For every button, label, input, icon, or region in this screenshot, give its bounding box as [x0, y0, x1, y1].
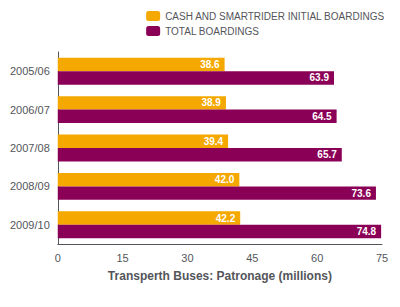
- svg-text:42.2: 42.2: [216, 213, 236, 224]
- svg-text:39.4: 39.4: [204, 136, 224, 147]
- svg-text:42.0: 42.0: [215, 174, 235, 185]
- svg-text:Transperth Buses: Patronage (m: Transperth Buses: Patronage (millions): [108, 269, 332, 283]
- svg-text:74.8: 74.8: [357, 226, 377, 237]
- svg-text:65.7: 65.7: [317, 149, 337, 160]
- svg-text:TOTAL BOARDINGS: TOTAL BOARDINGS: [165, 26, 259, 37]
- svg-text:73.6: 73.6: [351, 188, 371, 199]
- svg-text:15: 15: [116, 252, 128, 264]
- svg-text:2005/06: 2005/06: [10, 65, 50, 77]
- svg-text:75: 75: [376, 252, 388, 264]
- svg-text:2006/07: 2006/07: [10, 104, 50, 116]
- svg-text:0: 0: [55, 252, 61, 264]
- svg-text:2009/10: 2009/10: [10, 219, 50, 231]
- svg-text:38.6: 38.6: [200, 59, 220, 70]
- svg-text:2007/08: 2007/08: [10, 142, 50, 154]
- svg-text:60: 60: [311, 252, 323, 264]
- svg-text:45: 45: [246, 252, 258, 264]
- svg-text:30: 30: [181, 252, 193, 264]
- svg-text:CASH AND SMARTRIDER INITIAL BO: CASH AND SMARTRIDER INITIAL BOARDINGS: [165, 11, 384, 22]
- svg-text:64.5: 64.5: [312, 111, 332, 122]
- svg-text:63.9: 63.9: [310, 72, 330, 83]
- svg-text:2008/09: 2008/09: [10, 180, 50, 192]
- svg-text:38.9: 38.9: [201, 97, 221, 108]
